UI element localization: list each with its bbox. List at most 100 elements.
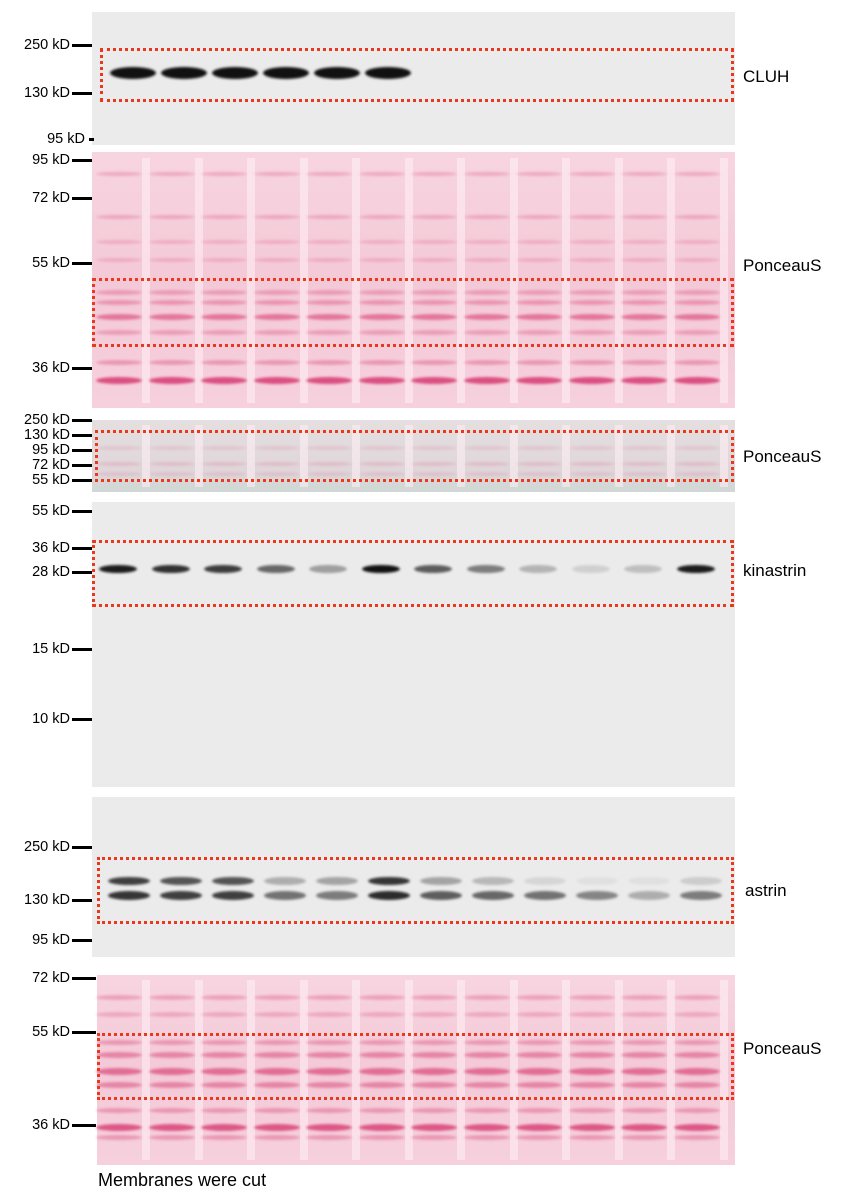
ponceau2-stain-band [463,446,510,450]
ponceau1-stain-band [463,240,510,244]
ponceau3-stain-band [96,1068,142,1075]
ponceau1-stain-band [411,290,457,295]
astrin-lower-band [108,891,150,900]
ponceau3-stain-band [148,1052,195,1058]
ponceau3-stain-band [96,1052,142,1058]
ponceau1-stain-band [411,300,457,305]
ponceau3-stain-band [568,1040,615,1045]
ponceau3-stain-band [673,1040,720,1045]
ponceau1-stain-band [306,240,352,244]
ponceau3-stain-band [411,1068,457,1075]
ponceau3-stain-band [516,1082,562,1088]
kinastrin-band [361,565,400,573]
astrin-lower-band [576,891,618,900]
ponceau2-panel-label: PonceauS [743,447,822,466]
astrin-panel-label: astrin [745,881,787,900]
ponceau3-stain-band [201,1068,247,1075]
ponceau3-stain-band [463,1040,510,1045]
ponceau2-lane-gap [614,425,623,487]
ponceau1-panel-label: PonceauS [743,256,822,275]
astrin-lower-band [420,891,462,900]
ponceau3-lane-gap [247,980,255,1160]
ponceau1-stain-band [201,172,247,176]
ponceau2-lane-gap [404,425,413,487]
ponceau2-stain-band [201,462,247,466]
ponceau1-stain-band [201,377,247,384]
ponceau1-stain-band [673,360,720,365]
ponceau2-stain-band [201,472,247,476]
ponceau3-roi-box [97,1033,734,1100]
ponceau1-stain-band [201,300,247,305]
ponceau1-stain-band [253,330,300,335]
ponceau2-stain-band [148,472,195,476]
ponceau3-stain-band [201,995,247,1000]
astrin-upper-band [680,877,722,885]
ponceau1-stain-band [568,215,615,219]
ponceau2-lane-gap [142,425,150,487]
ponceau1-stain-band [253,360,300,365]
ponceau1-stain-band [358,377,405,384]
ponceau1-stain-band [148,240,195,244]
astrin-lower-band [160,891,202,900]
ponceau1-stain-band [621,360,667,365]
ponceau1-stain-band [358,330,405,335]
ponceau1-stain-band [621,330,667,335]
ponceau2-lane-gap [247,425,255,487]
ponceau3-stain-band [148,1040,195,1045]
astrin-upper-band [420,877,462,885]
ponceau1-stain-band [568,360,615,365]
ponceau3-stain-band [411,1040,457,1045]
ponceau3-stain-band [411,1012,457,1017]
ponceau3-stain-band [96,1040,142,1045]
ponceau1-stain-band [96,377,142,384]
ponceau2-lane-gap [719,425,728,487]
ponceau1-stain-band [358,258,405,262]
ponceau1-stain-band [621,314,667,320]
ponceau3-stain-band [148,1012,195,1017]
astrin-roi-box [97,857,734,924]
ponceau2-stain-band [673,472,720,476]
ponceau1-stain-band [463,215,510,219]
ponceau3-stain-band [568,1052,615,1058]
ponceau3-stain-band [673,1135,720,1140]
cluh-panel-label: CLUH [743,67,790,86]
astrin-lower-band [264,891,306,900]
ponceau3-stain-band [253,1012,300,1017]
ponceau1-stain-band [306,330,352,335]
ponceau1-stain-band [411,377,457,384]
kinastrin-band [624,565,662,573]
ponceau1-stain-band [306,290,352,295]
ponceau3-stain-band [463,1124,510,1131]
ponceau3-stain-band [96,995,142,1000]
ponceau3-stain-band [621,1124,667,1131]
ponceau1-stain-band [148,300,195,305]
ponceau2-stain-band [621,462,667,466]
ponceau1-stain-band [673,290,720,295]
ponceau3-stain-band [516,1135,562,1140]
ponceau2-stain-band [358,462,405,466]
ponceau3-stain-band [201,1052,247,1058]
ponceau3-stain-band [673,1082,720,1088]
astrin-upper-band [576,877,618,885]
ponceau1-stain-band [306,172,352,176]
ponceau2-lane-gap [194,425,203,487]
ponceau1-stain-band [253,377,300,384]
ponceau1-roi-box [92,278,734,347]
ponceau1-stain-band [411,330,457,335]
ponceau3-stain-band [358,995,405,1000]
ponceau2-stain-band [96,472,142,476]
footer-note: Membranes were cut [98,1170,267,1190]
ponceau2-stain-band [201,446,247,450]
ponceau3-stain-band [358,1012,405,1017]
ponceau2-stain-band [306,472,352,476]
ponceau1-stain-band [568,240,615,244]
ponceau3-stain-band [148,995,195,1000]
kinastrin-band [676,565,715,573]
kinastrin-band [519,565,557,573]
ponceau1-stain-band [253,290,300,295]
ponceau3-stain-band [463,1052,510,1058]
ponceau1-stain-band [516,258,562,262]
ponceau1-stain-band [148,258,195,262]
ponceau2-stain-band [411,446,457,450]
ponceau1-stain-band [673,258,720,262]
